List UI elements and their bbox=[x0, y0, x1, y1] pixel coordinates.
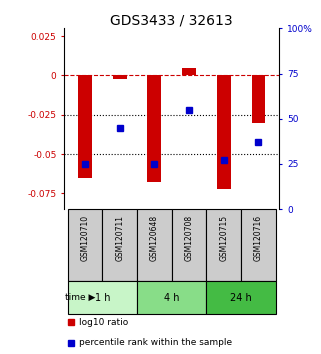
Title: GDS3433 / 32613: GDS3433 / 32613 bbox=[110, 13, 233, 27]
Bar bbox=[206, 209, 241, 281]
Bar bbox=[206, 281, 276, 314]
Text: GSM120648: GSM120648 bbox=[150, 215, 159, 261]
Bar bbox=[68, 209, 102, 281]
Text: GSM120716: GSM120716 bbox=[254, 215, 263, 261]
Bar bbox=[68, 281, 137, 314]
Text: percentile rank within the sample: percentile rank within the sample bbox=[79, 338, 232, 347]
Text: GSM120711: GSM120711 bbox=[115, 215, 124, 261]
Bar bbox=[182, 68, 196, 75]
Text: 1 h: 1 h bbox=[95, 293, 110, 303]
Bar bbox=[113, 75, 127, 79]
Text: time ▶: time ▶ bbox=[65, 293, 95, 302]
Text: GSM120715: GSM120715 bbox=[219, 215, 228, 261]
Text: 24 h: 24 h bbox=[230, 293, 252, 303]
Bar bbox=[102, 209, 137, 281]
Text: GSM120710: GSM120710 bbox=[81, 215, 90, 261]
Bar bbox=[137, 209, 172, 281]
Bar bbox=[137, 281, 206, 314]
Text: log10 ratio: log10 ratio bbox=[79, 318, 128, 327]
Bar bbox=[172, 209, 206, 281]
Bar bbox=[241, 209, 276, 281]
Bar bbox=[217, 75, 231, 189]
Bar bbox=[252, 75, 265, 122]
Text: 4 h: 4 h bbox=[164, 293, 179, 303]
Text: GSM120708: GSM120708 bbox=[185, 215, 194, 261]
Bar bbox=[147, 75, 161, 182]
Bar bbox=[78, 75, 92, 178]
